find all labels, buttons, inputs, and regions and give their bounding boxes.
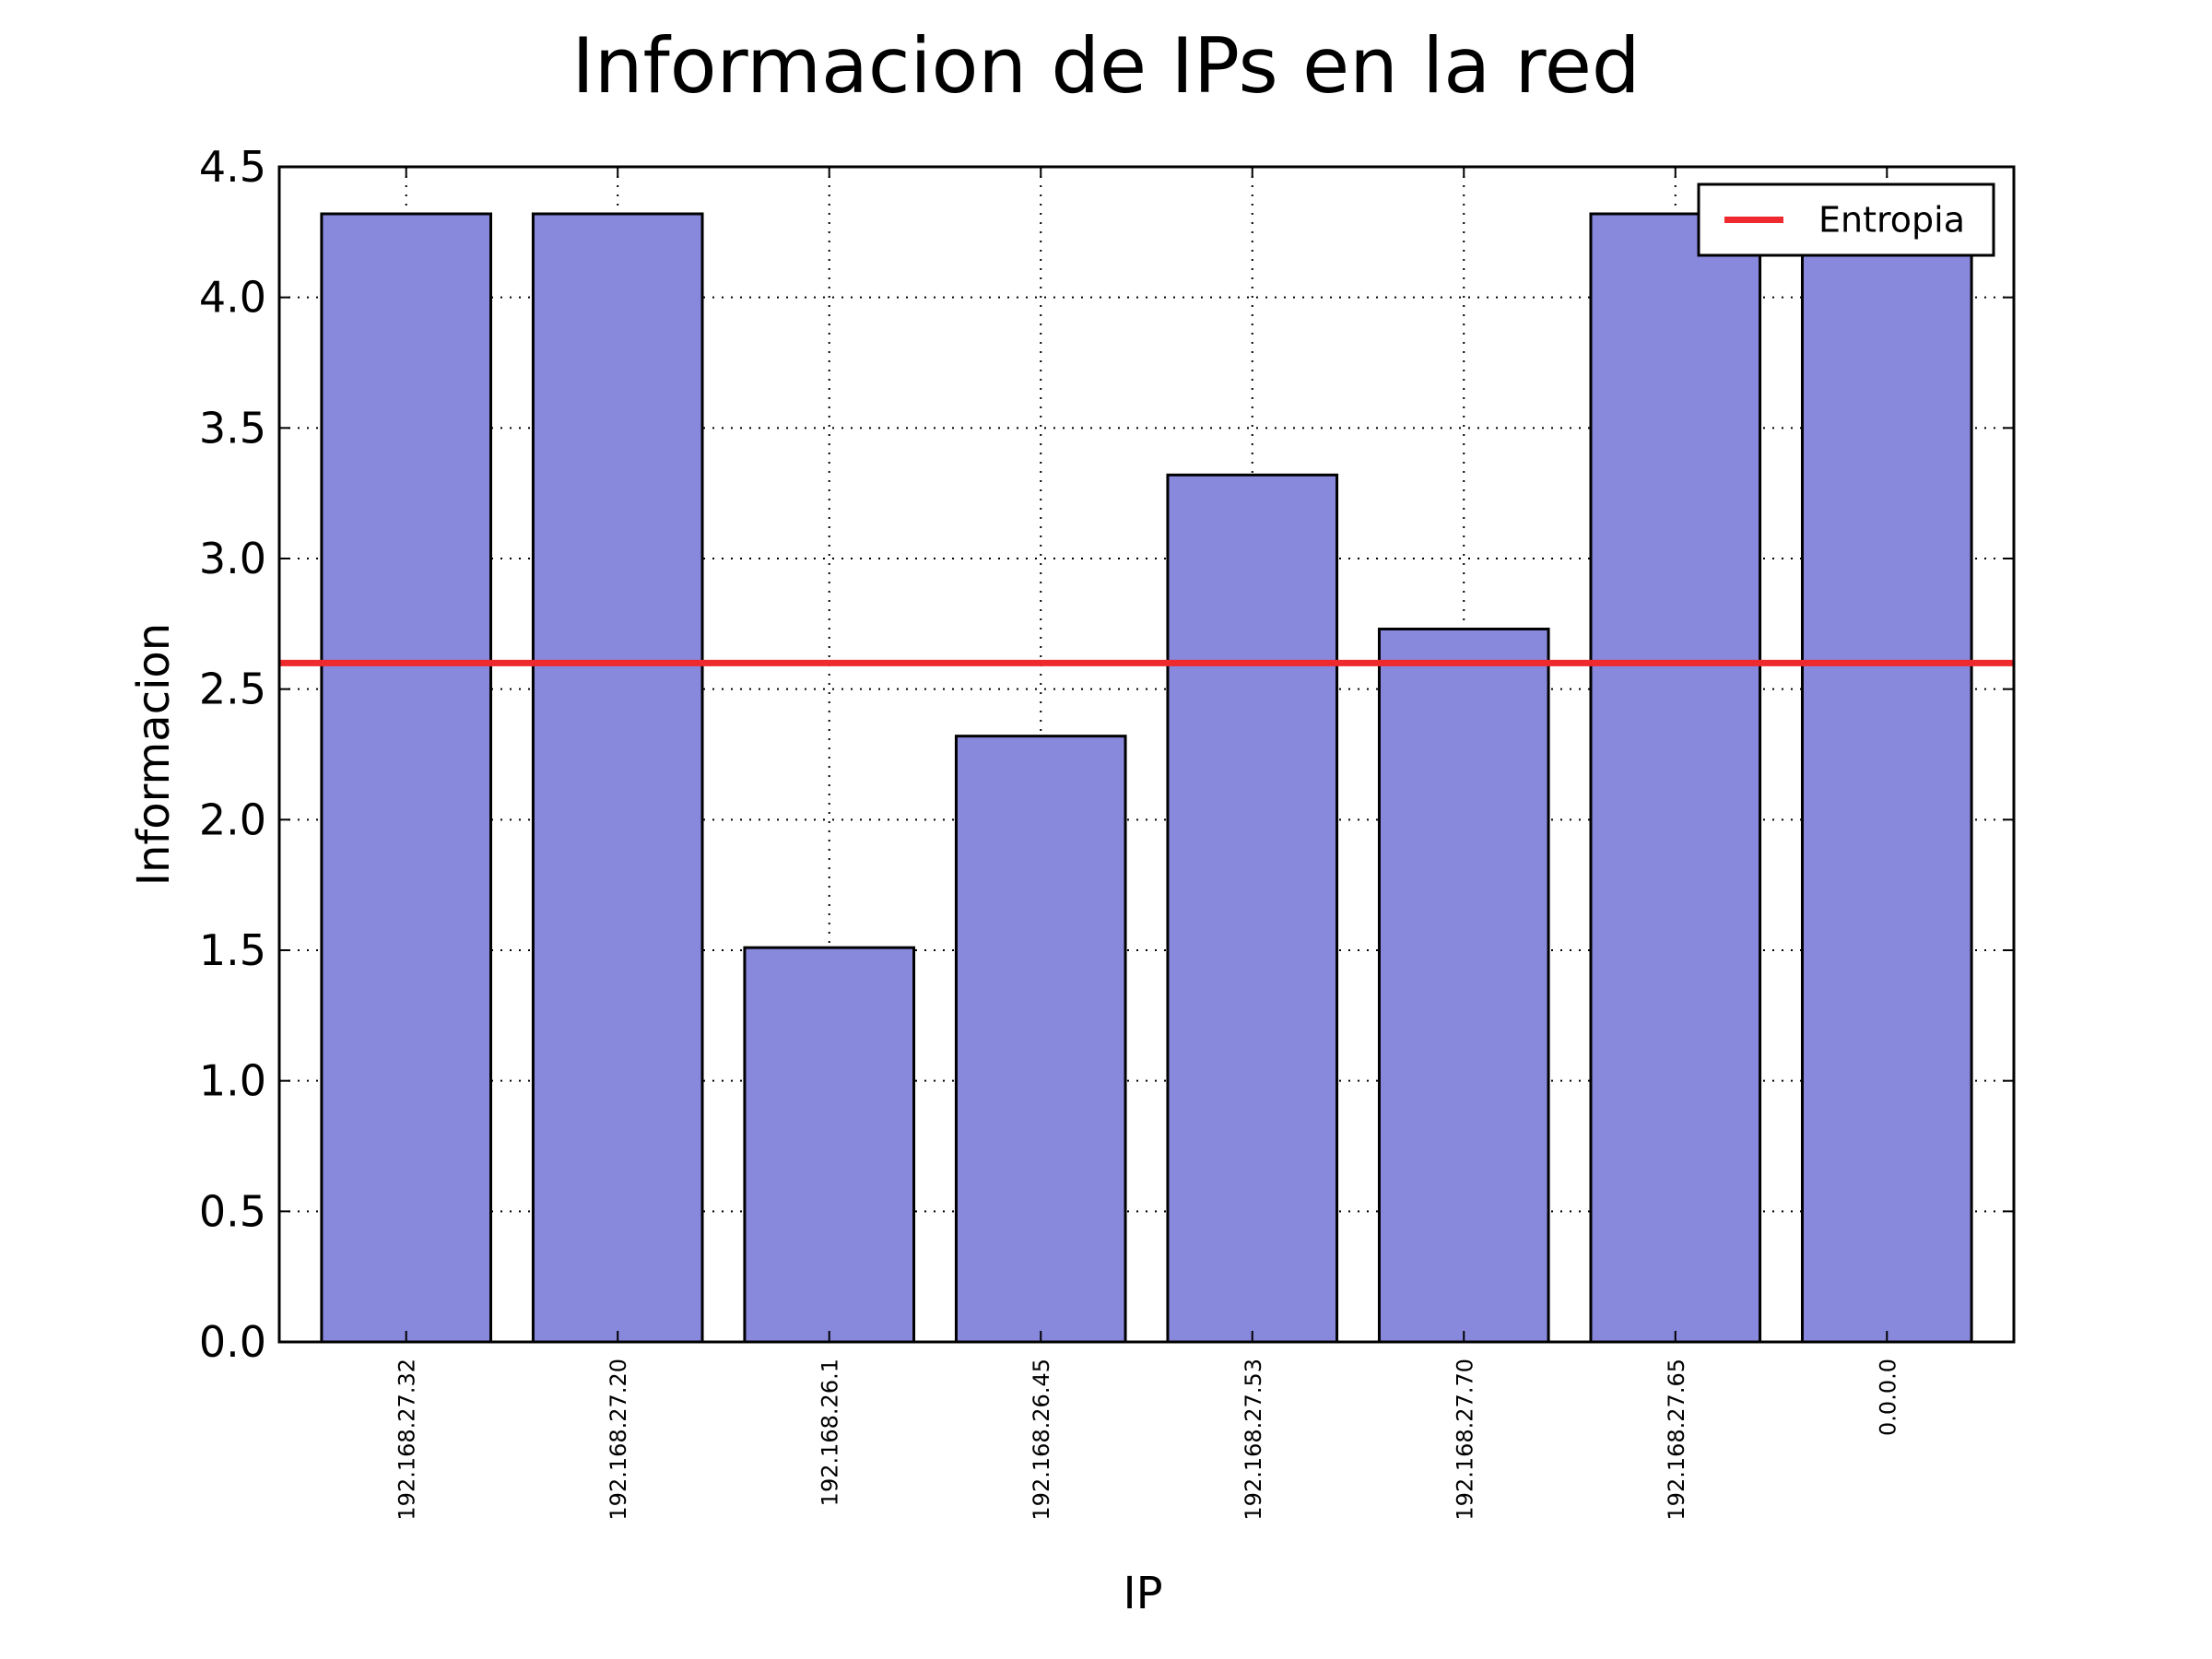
x-tick-label: 192.168.27.20	[606, 1359, 631, 1521]
y-ticks: 0.0 0.5 1.0 1.5 2.0 2.5 3.0 3.5 4.0 4.5	[199, 142, 2014, 1367]
y-tick-label: 1.0	[199, 1056, 266, 1106]
y-tick-label: 1.5	[199, 925, 266, 975]
y-tick-label: 4.5	[199, 142, 266, 192]
y-axis-label: Informacion	[128, 623, 180, 886]
y-tick-label: 4.0	[199, 273, 266, 323]
y-tick-label: 2.5	[199, 665, 266, 714]
x-ticks: 192.168.27.32 192.168.27.20 192.168.26.1 19…	[394, 167, 1900, 1521]
legend: Entropia	[1697, 182, 1995, 257]
y-tick-label: 2.0	[199, 794, 266, 844]
x-tick-label: 0.0.0.0	[1875, 1359, 1900, 1436]
y-tick-label: 0.5	[199, 1186, 266, 1236]
bar	[743, 946, 916, 1344]
bar	[954, 735, 1127, 1344]
x-tick-label: 192.168.27.65	[1664, 1359, 1689, 1521]
bars	[320, 212, 1973, 1344]
y-tick-label: 0.0	[199, 1317, 266, 1367]
bar	[1377, 628, 1550, 1344]
y-tick-label: 3.5	[199, 403, 266, 453]
bar	[531, 212, 704, 1344]
x-tick-label: 192.168.27.70	[1452, 1359, 1477, 1521]
bar	[1589, 212, 1762, 1344]
chart-title: Informacion de IPs en la red	[571, 21, 1640, 111]
y-tick-label: 3.0	[199, 534, 266, 583]
bar	[320, 212, 493, 1344]
bar	[1166, 473, 1339, 1344]
plot-frame	[277, 165, 2016, 1344]
bar	[1800, 212, 1973, 1344]
legend-label: Entropia	[1818, 200, 1965, 241]
x-tick-label: 192.168.27.53	[1241, 1359, 1266, 1521]
x-tick-label: 192.168.26.1	[818, 1359, 843, 1506]
grid	[279, 167, 2014, 1342]
x-axis-label: IP	[1123, 1568, 1162, 1619]
x-tick-label: 192.168.26.45	[1029, 1359, 1054, 1521]
x-tick-label: 192.168.27.32	[394, 1359, 420, 1521]
